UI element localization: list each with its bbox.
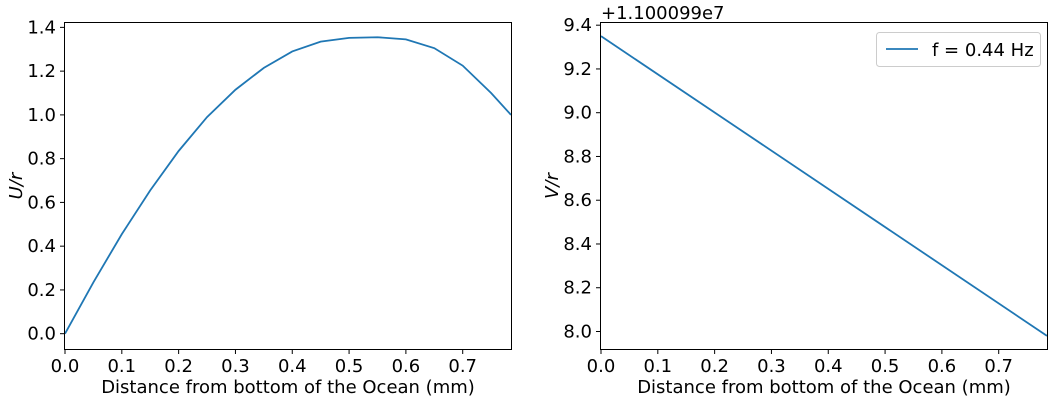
y-tick-label: 0.2	[27, 280, 56, 301]
legend-label: f = 0.44 Hz	[932, 40, 1034, 61]
y-tick-label: 0.6	[27, 192, 56, 213]
series-line-v-over-r	[600, 35, 1048, 337]
x-tick-label: 0.7	[448, 356, 477, 377]
y-ticks-left: 0.0 0.2 0.4 0.6 0.8 1.0 1.2 1.4	[27, 17, 65, 345]
x-tick-label: 0.4	[814, 356, 843, 377]
x-ticks-right: 0.0 0.1 0.2 0.3 0.4 0.5 0.6 0.7	[587, 349, 1013, 377]
x-tick-label: 0.2	[700, 356, 729, 377]
y-tick-label: 8.0	[563, 321, 592, 342]
y-tick-label: 8.6	[563, 190, 592, 211]
x-tick-label: 0.5	[335, 356, 364, 377]
y-tick-label: 0.0	[27, 324, 56, 345]
y-offset-text-right: +1.100099e7	[601, 3, 725, 24]
y-tick-label: 9.0	[563, 103, 592, 124]
x-tick-label: 0.6	[392, 356, 421, 377]
x-tick-label: 0.3	[757, 356, 786, 377]
x-tick-label: 0.2	[164, 356, 193, 377]
y-tick-label: 1.0	[27, 105, 56, 126]
y-tick-label: 8.8	[563, 146, 592, 167]
series-line-u-over-r	[64, 36, 512, 335]
y-tick-label: 0.4	[27, 236, 56, 257]
y-tick-label: 0.8	[27, 149, 56, 170]
chart-left: 0.0 0.1 0.2 0.3 0.4 0.5 0.6 0.7 0.0 0.2 0.4 0.6 0.8…	[6, 17, 512, 398]
x-tick-label: 0.5	[871, 356, 900, 377]
y-tick-label: 9.4	[563, 15, 592, 36]
x-tick-label: 0.0	[587, 356, 616, 377]
legend: f = 0.44 Hz	[876, 32, 1041, 67]
y-tick-label: 1.4	[27, 17, 56, 38]
x-ticks-left: 0.0 0.1 0.2 0.3 0.4 0.5 0.6 0.7	[51, 349, 477, 377]
x-axis-label-right: Distance from bottom of the Ocean (mm)	[637, 377, 1011, 398]
x-axis-label-left: Distance from bottom of the Ocean (mm)	[101, 377, 475, 398]
x-tick-label: 0.7	[984, 356, 1013, 377]
x-tick-label: 0.0	[51, 356, 80, 377]
chart-right: 0.0 0.1 0.2 0.3 0.4 0.5 0.6 0.7 8.0 8.2 8.4 8.6 8.8…	[542, 3, 1048, 398]
y-tick-label: 1.2	[27, 61, 56, 82]
x-tick-label: 0.1	[107, 356, 136, 377]
y-axis-label-left: U/r	[6, 171, 27, 199]
y-ticks-right: 8.0 8.2 8.4 8.6 8.8 9.0 9.2 9.4	[563, 15, 601, 342]
x-tick-label: 0.4	[278, 356, 307, 377]
y-tick-label: 9.2	[563, 59, 592, 80]
legend-box	[876, 32, 1041, 67]
x-tick-label: 0.1	[643, 356, 672, 377]
plot-frame-left	[64, 22, 512, 350]
plot-frame-right	[600, 22, 1048, 350]
y-tick-label: 8.4	[563, 234, 592, 255]
y-axis-label-right: V/r	[542, 172, 563, 199]
y-tick-label: 8.2	[563, 278, 592, 299]
x-tick-label: 0.3	[221, 356, 250, 377]
x-tick-label: 0.6	[928, 356, 957, 377]
